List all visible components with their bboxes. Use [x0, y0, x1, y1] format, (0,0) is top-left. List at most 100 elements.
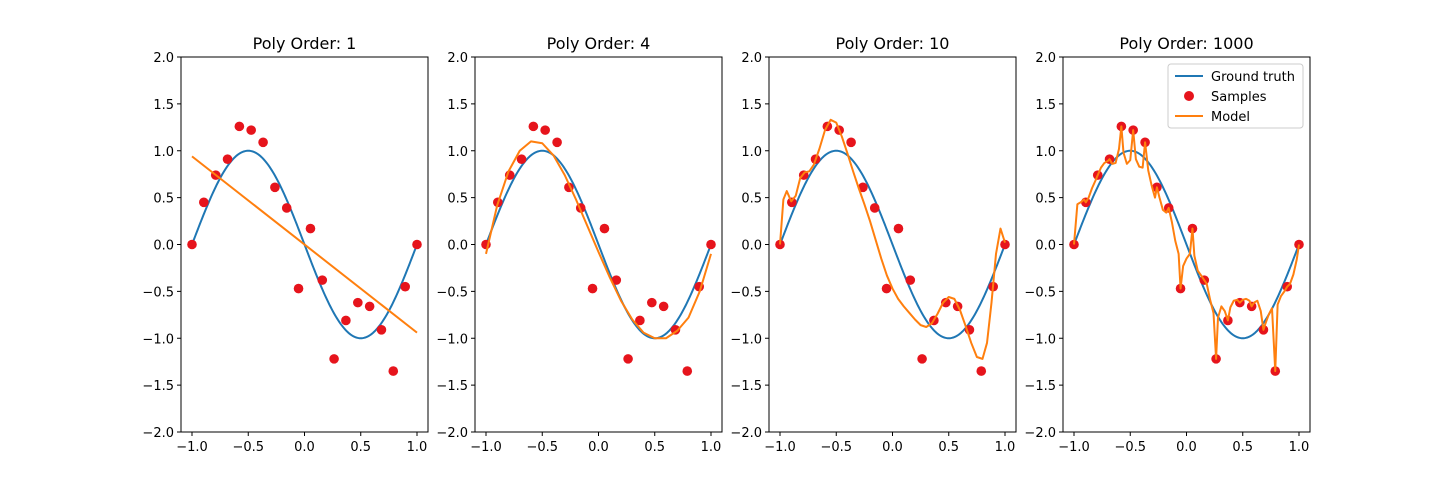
subplot-3: Poly Order: 10 −2.0 −1.5 −1.0 −0.5 0.0 0.5 1.0…: [730, 34, 1017, 455]
sample-point: [400, 281, 410, 292]
sample-point: [341, 315, 351, 326]
sample-point: [317, 275, 328, 285]
subplot-1: Poly Order: 1 −2.0 −1.5 −1.0 −0.5 0.0 0.5 1.0 1…: [142, 34, 429, 455]
y-tick-label: 0.0: [1035, 239, 1056, 254]
y-tick-label: 1.5: [741, 98, 762, 113]
x-tick-label: 1.0: [701, 440, 722, 455]
y-tick-label: 1.5: [447, 98, 468, 113]
sample-point: [869, 203, 880, 213]
x-tick-label: 1.0: [995, 440, 1016, 455]
x-tick-label: −0.5: [820, 440, 852, 455]
sample-point: [647, 297, 657, 308]
y-tick-label: 0.5: [447, 192, 468, 207]
x-tick-label: −1.0: [470, 440, 502, 455]
sample-point: [658, 301, 669, 312]
sample-point: [412, 239, 422, 250]
x-tick-label: −0.5: [526, 440, 558, 455]
legend-model-label: Model: [1211, 110, 1250, 125]
sample-point: [222, 154, 233, 164]
subplot-1-title: Poly Order: 1: [253, 34, 357, 53]
legend: Ground truth Samples Model: [1167, 63, 1304, 129]
x-tick-label: −1.0: [764, 440, 796, 455]
x-tick-label: 1.0: [1289, 440, 1310, 455]
sample-point: [623, 354, 633, 364]
sample-point: [858, 182, 868, 193]
y-tick-label: −1.0: [730, 332, 762, 347]
y-tick-label: 0.5: [741, 192, 762, 207]
sample-point: [329, 354, 339, 364]
y-tick-label: −2.0: [730, 426, 762, 441]
subplot-2: Poly Order: 4 −2.0 −1.5 −1.0 −0.5 0.0 0.5 1.0 1…: [436, 34, 723, 455]
sample-point: [905, 275, 916, 285]
subplot-1-plot-area: [187, 121, 422, 376]
subplot-2-title: Poly Order: 4: [547, 34, 651, 53]
y-tick-label: −0.5: [436, 285, 468, 300]
sample-point: [1000, 239, 1010, 250]
y-tick-label: 1.0: [447, 145, 468, 160]
sample-point: [587, 283, 598, 294]
x-tick-label: 0.0: [882, 440, 903, 455]
x-tick-label: 0.5: [1232, 440, 1253, 455]
y-tick-label: −2.0: [142, 426, 174, 441]
sample-point: [682, 366, 693, 376]
y-tick-label: −2.0: [1024, 426, 1056, 441]
y-tick-label: 2.0: [1035, 51, 1056, 66]
y-tick-label: −1.5: [1024, 379, 1056, 394]
y-tick-label: −0.5: [1024, 285, 1056, 300]
x-tick-label: 0.0: [294, 440, 315, 455]
subplot-2-plot-area: [481, 121, 716, 376]
sample-point: [611, 275, 622, 285]
x-tick-label: 0.5: [644, 440, 665, 455]
y-tick-label: 1.0: [153, 145, 174, 160]
sample-point: [846, 137, 856, 148]
y-tick-label: 1.5: [153, 98, 174, 113]
y-tick-label: −1.5: [730, 379, 762, 394]
model-line: [191, 155, 418, 334]
model-line: [1073, 125, 1300, 373]
y-tick-label: 1.5: [1035, 98, 1056, 113]
x-tick-label: −0.5: [232, 440, 264, 455]
y-tick-label: −0.5: [730, 285, 762, 300]
sample-point: [552, 137, 562, 148]
sample-point: [599, 223, 610, 234]
legend-frame: [1167, 63, 1304, 129]
x-tick-label: −1.0: [176, 440, 208, 455]
y-tick-label: −2.0: [436, 426, 468, 441]
y-tick-label: 1.0: [741, 145, 762, 160]
sample-point: [516, 154, 527, 164]
sample-point: [364, 301, 375, 312]
y-tick-label: 2.0: [153, 51, 174, 66]
sample-point: [787, 197, 797, 208]
sample-point: [976, 366, 987, 376]
model-line: [779, 118, 1006, 360]
sample-point: [293, 283, 304, 294]
y-tick-label: 0.5: [153, 192, 174, 207]
sample-point: [528, 121, 539, 132]
y-tick-label: 1.0: [1035, 145, 1056, 160]
sample-point: [376, 325, 387, 335]
legend-ground-truth-label: Ground truth: [1211, 70, 1295, 85]
y-tick-label: −1.0: [142, 332, 174, 347]
y-tick-label: 0.5: [1035, 192, 1056, 207]
sample-point: [893, 223, 904, 234]
sample-point: [281, 203, 292, 213]
sample-point: [540, 125, 550, 135]
sample-point: [881, 283, 892, 294]
sample-point: [670, 325, 681, 335]
sample-point: [199, 197, 209, 208]
y-tick-label: −1.5: [142, 379, 174, 394]
x-tick-label: 1.0: [407, 440, 428, 455]
x-tick-label: 0.5: [938, 440, 959, 455]
sample-point: [917, 354, 927, 364]
subplot-4: Poly Order: 1000 −2.0 −1.5 −1.0 −0.5 0.0 0.5 1…: [1024, 34, 1311, 455]
y-tick-label: 0.0: [447, 239, 468, 254]
sample-point: [706, 239, 716, 250]
x-tick-label: 0.0: [1176, 440, 1197, 455]
sample-point: [234, 121, 245, 132]
subplot-3-plot-area: [775, 118, 1010, 376]
y-tick-label: −1.0: [436, 332, 468, 347]
y-tick-label: 0.0: [153, 239, 174, 254]
sample-point: [187, 239, 197, 250]
y-tick-label: −1.0: [1024, 332, 1056, 347]
